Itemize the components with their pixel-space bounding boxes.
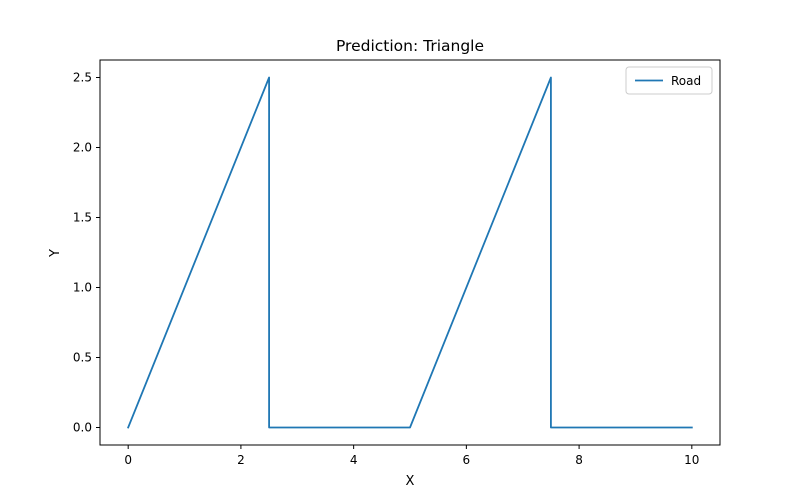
x-tick-label: 6 [463, 453, 471, 467]
legend-label: Road [671, 74, 701, 88]
x-axis-label: X [406, 474, 415, 489]
y-tick-label: 2.0 [73, 141, 92, 155]
legend-box [625, 66, 713, 95]
series-line-0 [127, 76, 693, 429]
x-tick-label: 8 [575, 453, 583, 467]
y-tick-label: 0.5 [73, 351, 92, 365]
x-tick-label: 0 [124, 453, 132, 467]
y-tick-label: 0.0 [73, 421, 92, 435]
legend: Road [625, 66, 713, 95]
x-tick-label: 2 [237, 453, 245, 467]
axis-ticks: 0 2 4 6 8 10 0.0 0.5 1.0 1.5 2.0 2.5 [73, 71, 700, 468]
y-axis-label: Y [48, 249, 63, 258]
plot-area [99, 59, 721, 446]
y-tick-label: 1.0 [73, 281, 92, 295]
axes-frame [99, 59, 721, 446]
y-tick-label: 1.5 [73, 211, 92, 225]
x-tick-label: 10 [684, 453, 699, 467]
y-tick-label: 2.5 [73, 71, 92, 85]
chart-title: Prediction: Triangle [336, 37, 484, 55]
x-tick-label: 4 [350, 453, 358, 467]
